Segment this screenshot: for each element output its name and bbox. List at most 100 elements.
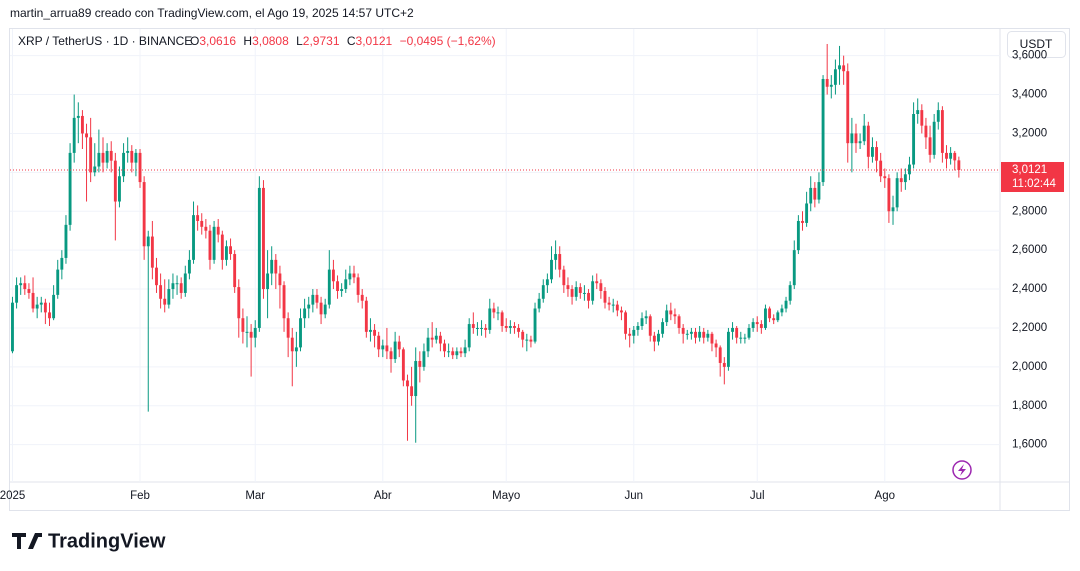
symbol: XRP / TetherUS · 1D · BINANCE xyxy=(18,34,192,48)
candle-body xyxy=(755,322,759,325)
alert-icon[interactable] xyxy=(952,460,972,480)
candle-body xyxy=(698,331,702,338)
candle-body xyxy=(105,150,109,163)
candle-body xyxy=(175,283,179,285)
candle-body xyxy=(500,312,504,327)
candle-body xyxy=(23,283,27,290)
frame xyxy=(9,28,1070,511)
candle-body xyxy=(932,121,936,155)
candle-body xyxy=(541,285,545,299)
candle-body xyxy=(455,351,459,356)
candle-body xyxy=(426,337,430,352)
y-tick-label: 2,2000 xyxy=(1012,322,1047,334)
y-tick-label: 3,4000 xyxy=(1012,89,1047,101)
candle-body xyxy=(204,226,208,231)
candle-body xyxy=(303,308,307,319)
candle-body xyxy=(323,304,327,315)
y-tick-label: 2,8000 xyxy=(1012,205,1047,217)
o-label: O xyxy=(190,34,199,48)
candle-body xyxy=(673,314,677,317)
candle-body xyxy=(422,351,426,367)
candle-body xyxy=(97,152,101,167)
candle-body xyxy=(784,300,788,309)
candle-body xyxy=(401,349,405,381)
candle-body xyxy=(521,331,525,340)
candle-body xyxy=(122,152,126,177)
candle-body xyxy=(389,351,393,360)
candle-body xyxy=(93,166,97,173)
candle-body xyxy=(805,203,809,223)
candle-body xyxy=(714,343,718,348)
candle-body xyxy=(208,230,212,260)
x-tick-label: Mar xyxy=(245,490,265,502)
candle-body xyxy=(624,312,628,334)
change: −0,0495 (−1,62%) xyxy=(400,34,496,48)
candle-body xyxy=(883,176,887,179)
x-tick-label: Abr xyxy=(374,490,392,502)
candle-body xyxy=(85,133,88,138)
y-tick-label: 2,0000 xyxy=(1012,361,1047,373)
candle-body xyxy=(866,125,870,157)
candle-body xyxy=(290,337,294,352)
candle-body xyxy=(245,331,249,333)
candle-body xyxy=(241,318,245,332)
legend-values: O3,0616 H3,0808 L2,9731 C3,0121 −0,0495 … xyxy=(190,34,496,48)
l-label: L xyxy=(296,34,303,48)
currency[interactable]: USDT xyxy=(1020,37,1053,51)
candle-body xyxy=(595,281,599,284)
candle-body xyxy=(829,84,833,87)
x-tick-label: Jul xyxy=(750,490,765,502)
candle-body xyxy=(451,351,455,356)
candle-body xyxy=(150,236,154,268)
candle-body xyxy=(838,65,841,70)
candle-body xyxy=(743,337,747,339)
candle-body xyxy=(504,326,508,328)
candle-body xyxy=(801,220,804,223)
candle-body xyxy=(591,281,595,301)
candle-body xyxy=(694,331,697,338)
logo-text: TradingView xyxy=(48,530,166,552)
candle-body xyxy=(319,302,323,315)
candle-body xyxy=(142,182,146,247)
candle-body xyxy=(56,269,60,295)
candle-body xyxy=(274,259,278,274)
candle-body xyxy=(825,78,829,87)
candle-body xyxy=(118,176,121,202)
candle-body xyxy=(895,178,899,208)
y-tick-label: 3,6000 xyxy=(1012,50,1047,62)
candle-body xyxy=(35,304,39,309)
candle-body xyxy=(43,302,47,313)
candle-body xyxy=(373,329,377,336)
candle-body xyxy=(875,147,878,161)
candle-body xyxy=(344,279,348,290)
candle-body xyxy=(385,345,389,352)
y-tick-label: 3,2000 xyxy=(1012,127,1047,139)
candle-body xyxy=(467,324,471,348)
candle-body xyxy=(751,322,755,328)
candle-body xyxy=(957,160,961,170)
candle-body xyxy=(920,110,924,126)
candle-body xyxy=(648,316,652,336)
candle-body xyxy=(196,215,200,221)
candle-body xyxy=(661,322,665,334)
candle-body xyxy=(517,327,521,332)
candle-body xyxy=(155,267,158,286)
candle-body xyxy=(216,226,220,235)
candle-body xyxy=(796,220,800,251)
y-tick-label: 1,6000 xyxy=(1012,439,1047,451)
candle-body xyxy=(438,335,442,344)
candle-body xyxy=(722,362,726,367)
last-price-label: 3,0121 xyxy=(1012,164,1047,176)
currency-button[interactable] xyxy=(1007,31,1066,58)
candle-body xyxy=(340,289,344,291)
candle-body xyxy=(636,326,640,330)
grid xyxy=(10,29,1000,482)
candle-body xyxy=(381,345,385,350)
y-tick-label: 2,4000 xyxy=(1012,283,1047,295)
candle-body xyxy=(179,283,183,293)
candle-body xyxy=(31,292,35,309)
candle-body xyxy=(677,316,681,328)
candle-body xyxy=(685,333,689,335)
candle-body xyxy=(496,312,500,314)
